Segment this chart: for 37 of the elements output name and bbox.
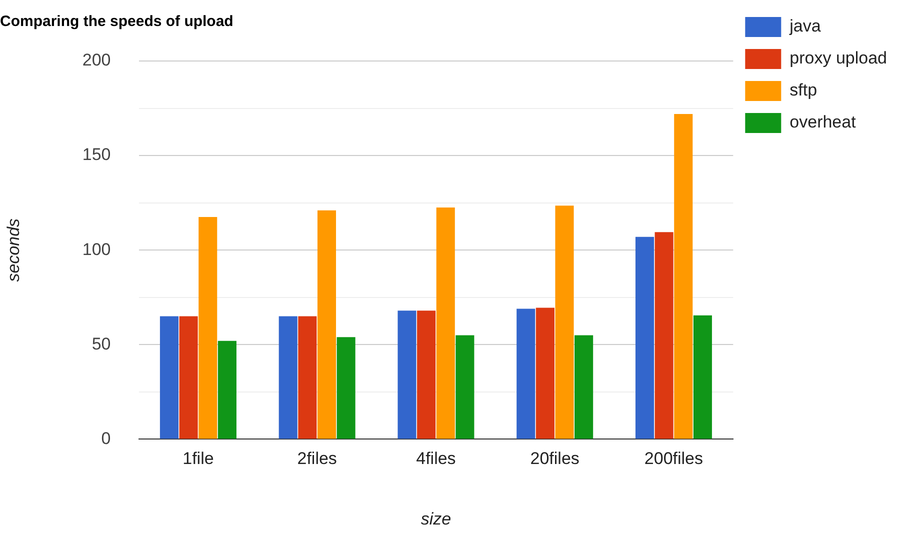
bar — [278, 316, 298, 439]
x-axis-title: size — [420, 510, 452, 529]
x-tick-label: 4files — [416, 449, 456, 468]
chart-title: Comparing the speeds of upload — [0, 13, 234, 30]
bar — [436, 208, 455, 439]
bar — [317, 210, 336, 439]
bar — [516, 308, 536, 439]
bar — [674, 114, 693, 439]
bar — [198, 217, 218, 439]
legend-label: java — [788, 16, 822, 36]
bar — [693, 315, 712, 439]
bar — [417, 310, 436, 439]
bar — [654, 232, 674, 439]
legend-label: sftp — [790, 80, 818, 100]
y-tick-label: 150 — [82, 145, 111, 164]
bar — [160, 316, 178, 439]
bar — [218, 340, 236, 439]
x-tick-label: 2files — [297, 449, 337, 468]
bar — [555, 206, 574, 439]
bar — [536, 308, 554, 439]
bar — [179, 316, 198, 439]
x-tick-label: 200files — [644, 449, 704, 468]
y-tick-label: 50 — [92, 334, 111, 354]
bar — [635, 236, 654, 439]
legend-label: overheat — [790, 112, 856, 132]
bar — [398, 310, 416, 439]
x-tick-label: 1file — [182, 449, 214, 468]
bar — [456, 335, 474, 439]
bar — [336, 337, 356, 439]
y-tick-label: 0 — [101, 428, 111, 448]
y-tick-label: 200 — [82, 50, 111, 70]
bar — [298, 316, 317, 439]
y-tick-label: 100 — [82, 240, 111, 259]
legend-label: proxy upload — [790, 48, 887, 68]
bar — [574, 335, 594, 439]
y-axis-title: seconds — [4, 218, 23, 282]
x-tick-label: 20files — [530, 449, 580, 468]
